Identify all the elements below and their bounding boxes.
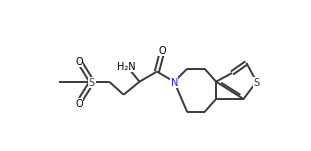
Text: O: O <box>75 99 83 109</box>
Text: S: S <box>89 78 95 88</box>
Text: N: N <box>170 78 178 88</box>
Text: H₂N: H₂N <box>117 62 136 72</box>
Text: O: O <box>159 46 166 56</box>
Text: O: O <box>75 57 83 67</box>
Text: S: S <box>253 78 260 88</box>
